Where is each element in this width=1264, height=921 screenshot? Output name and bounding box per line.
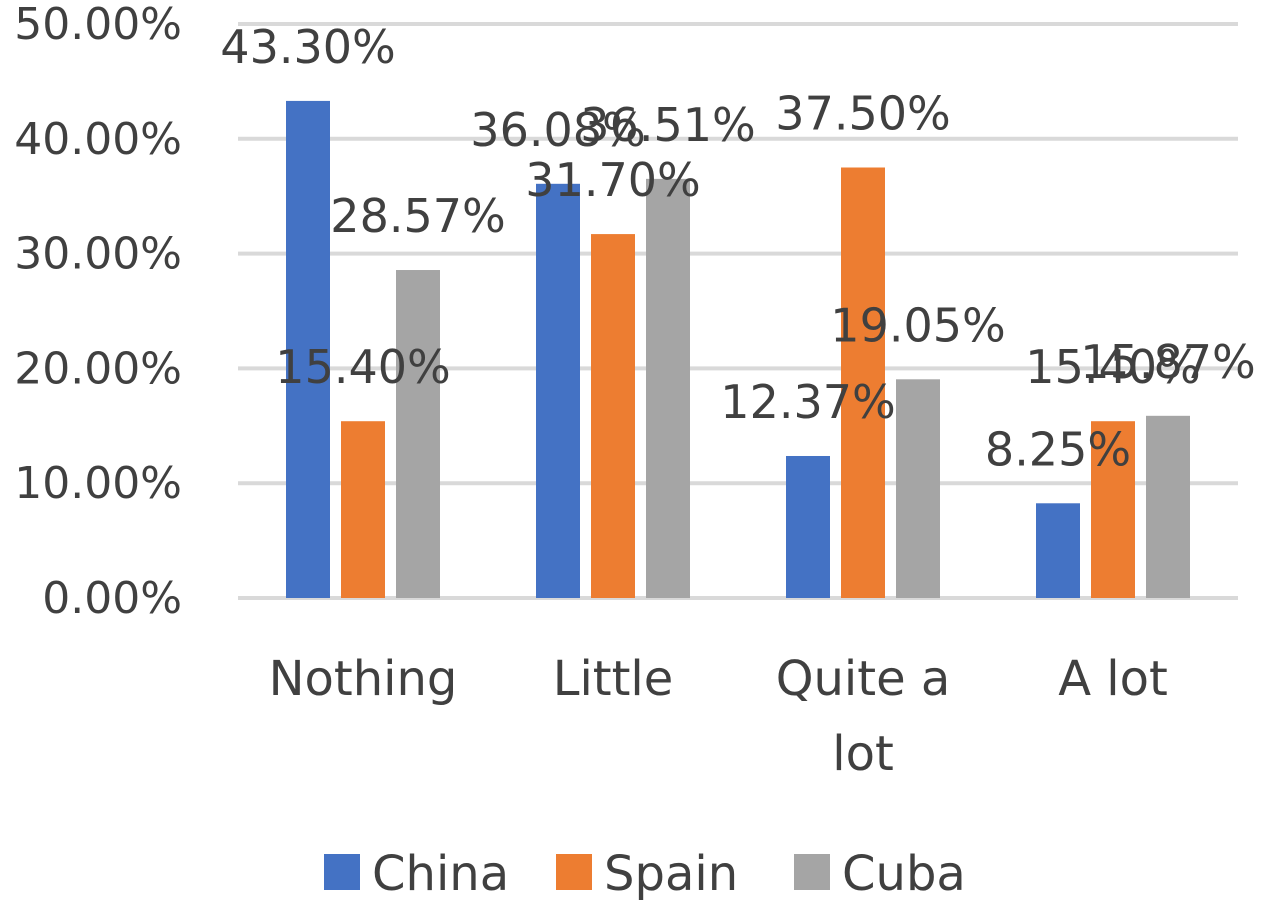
data-label: 36.08% bbox=[470, 103, 645, 157]
y-tick-label: 30.00% bbox=[14, 229, 182, 280]
bar bbox=[591, 234, 635, 599]
y-tick-label: 20.00% bbox=[14, 343, 182, 394]
bar bbox=[1146, 415, 1190, 598]
bar bbox=[896, 379, 940, 598]
x-category-label: A lot bbox=[1058, 651, 1168, 707]
data-label: 12.37% bbox=[720, 375, 895, 429]
data-label: 37.50% bbox=[775, 87, 950, 141]
legend-label: China bbox=[372, 846, 509, 902]
bar bbox=[1036, 503, 1080, 598]
data-label: 28.57% bbox=[330, 189, 505, 243]
legend-label: Spain bbox=[604, 846, 738, 902]
y-tick-label: 50.00% bbox=[14, 0, 182, 50]
x-category-label: lot bbox=[832, 726, 894, 782]
x-category-label: Quite a bbox=[776, 651, 951, 707]
y-tick-label: 10.00% bbox=[14, 458, 182, 509]
y-tick-label: 40.00% bbox=[14, 114, 182, 165]
data-label: 15.40% bbox=[1025, 340, 1200, 394]
bar bbox=[841, 167, 885, 598]
bar bbox=[1091, 421, 1135, 598]
bar bbox=[786, 455, 830, 598]
x-category-label: Little bbox=[553, 651, 674, 707]
y-tick-label: 0.00% bbox=[42, 573, 182, 624]
data-label: 36.51% bbox=[580, 98, 755, 152]
bar bbox=[286, 100, 330, 598]
bar bbox=[341, 421, 385, 598]
legend-swatch bbox=[324, 854, 360, 890]
bar bbox=[396, 270, 440, 598]
data-label: 15.87% bbox=[1080, 335, 1255, 389]
data-label: 8.25% bbox=[985, 422, 1131, 476]
bar bbox=[536, 183, 580, 598]
legend-swatch bbox=[794, 854, 830, 890]
data-label: 31.70% bbox=[525, 153, 700, 207]
legend-swatch bbox=[556, 854, 592, 890]
legend-label: Cuba bbox=[842, 846, 966, 902]
bar bbox=[646, 178, 690, 598]
data-label: 15.40% bbox=[275, 340, 450, 394]
data-label: 43.30% bbox=[220, 20, 395, 74]
x-category-label: Nothing bbox=[269, 651, 458, 707]
data-label: 19.05% bbox=[830, 298, 1005, 352]
